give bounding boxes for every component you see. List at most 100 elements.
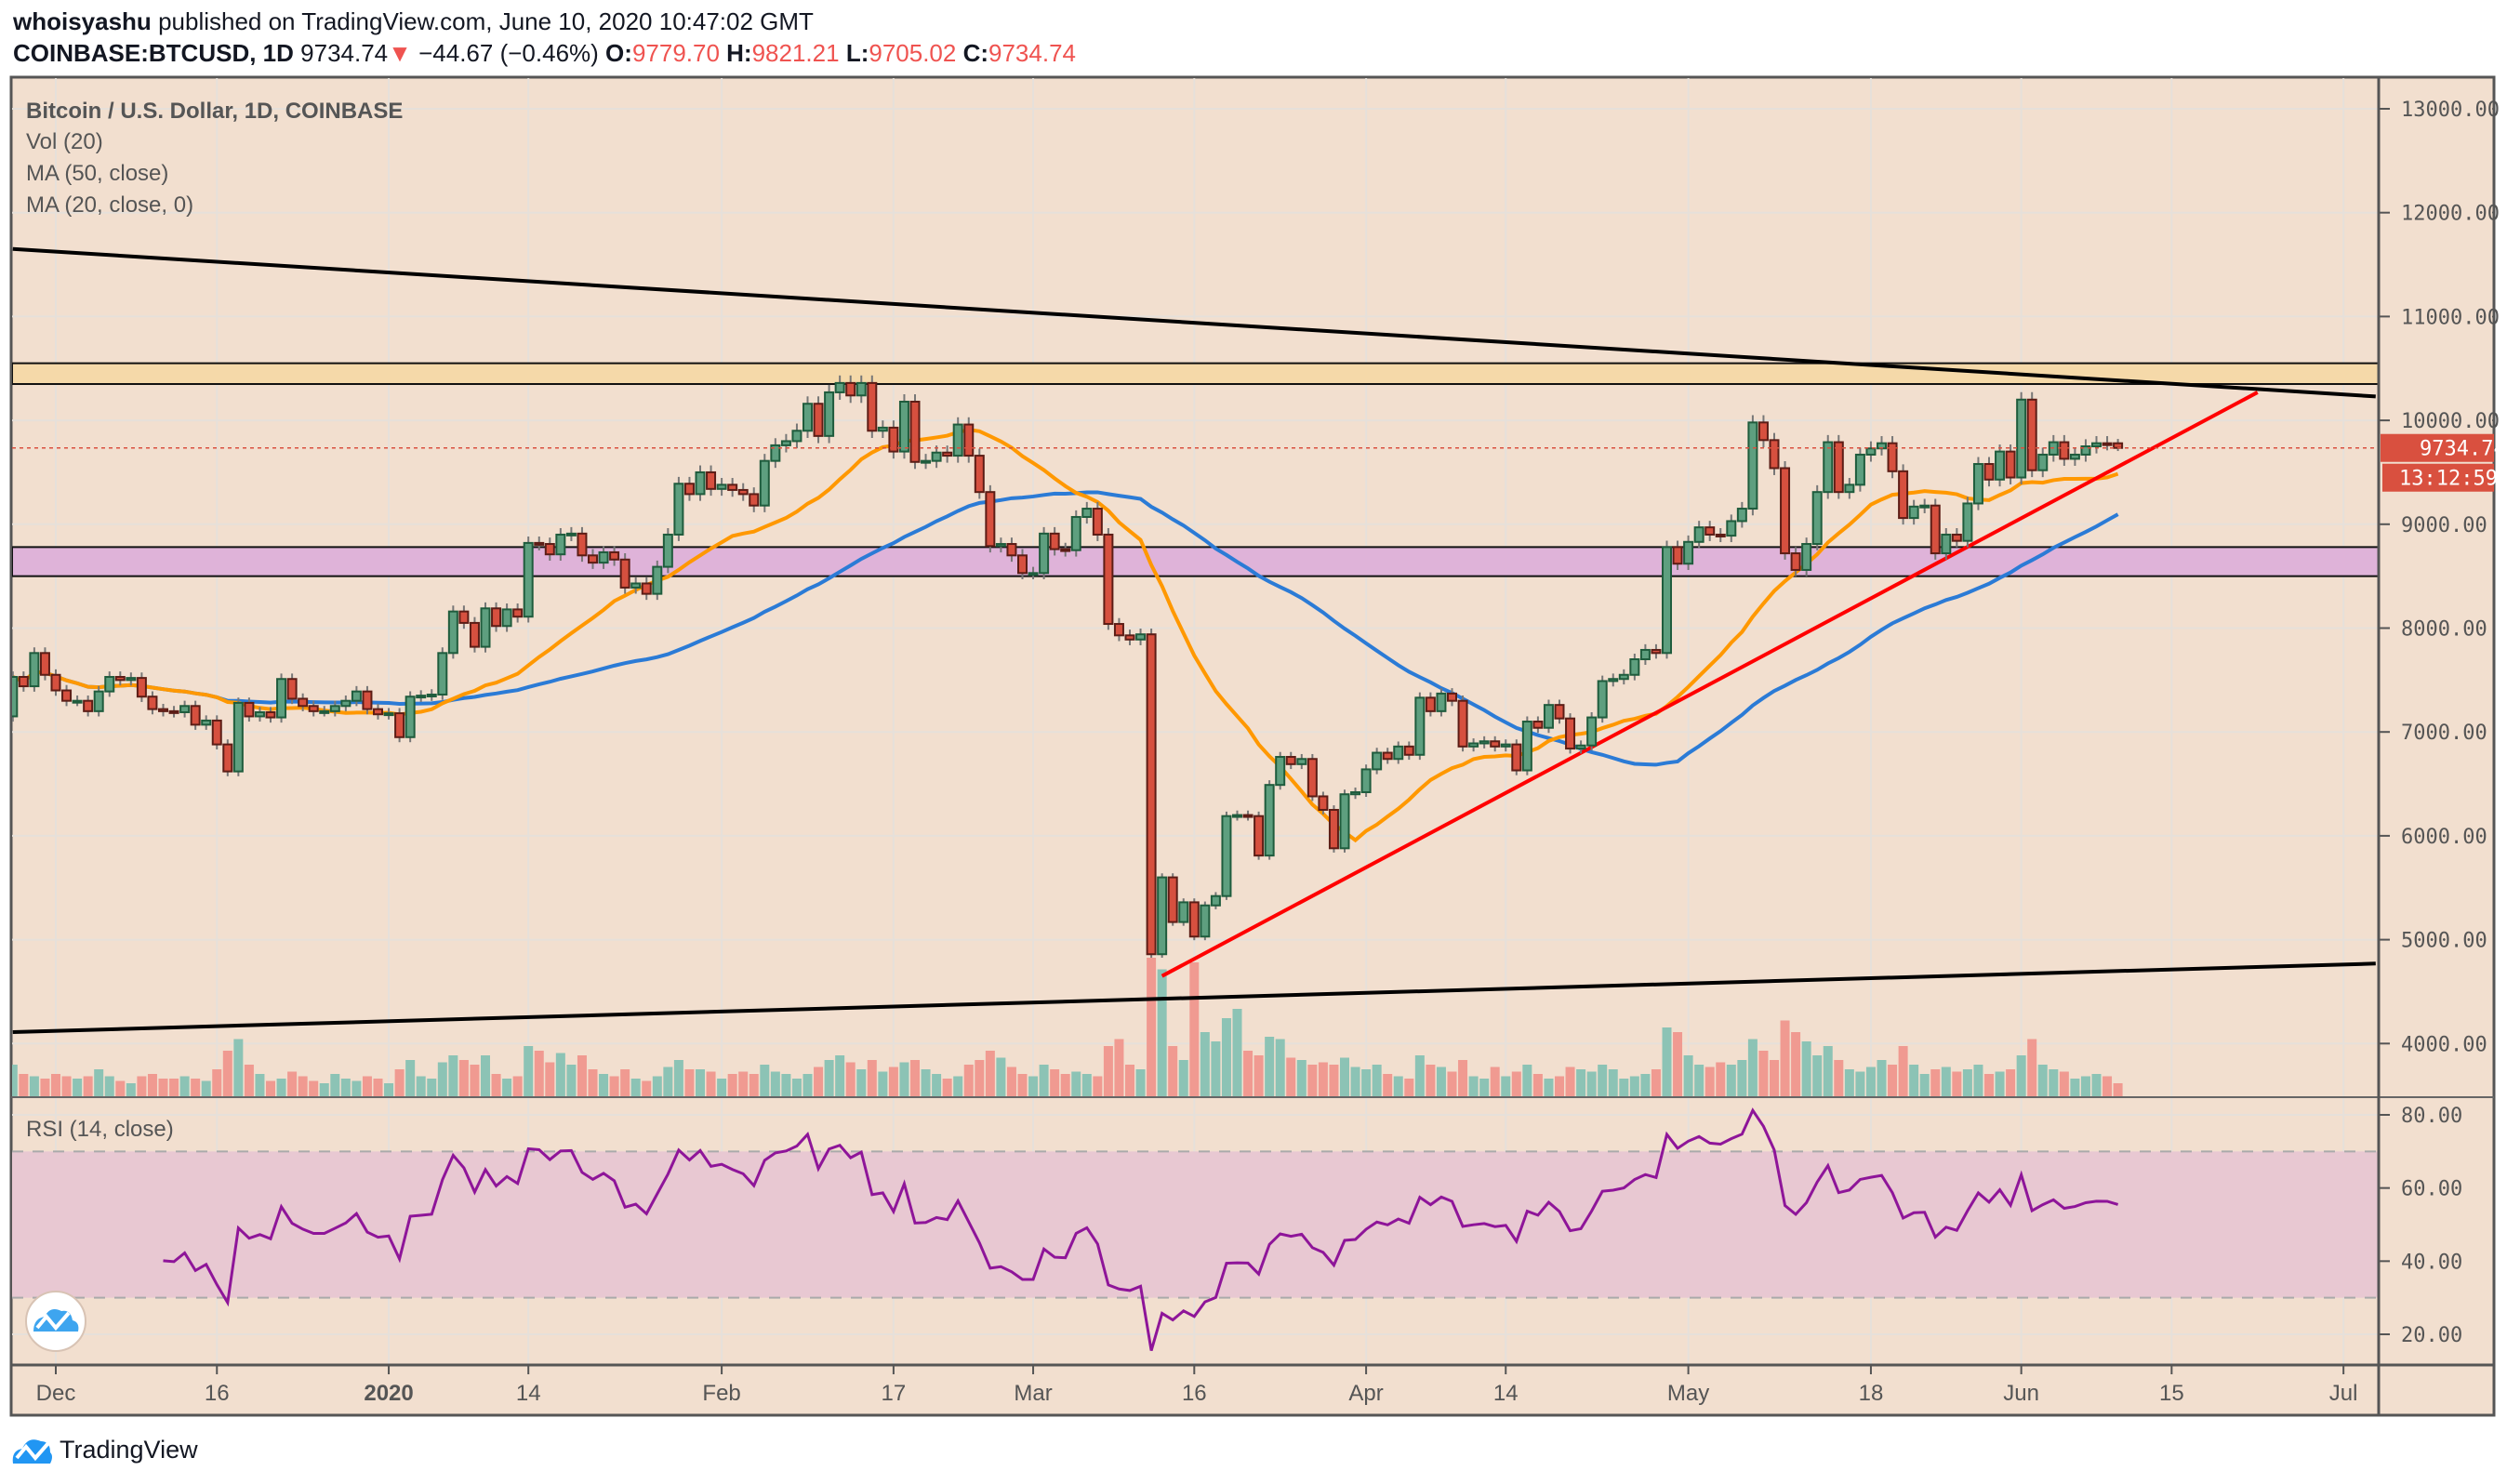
rsi-legend[interactable]: RSI (14, close) bbox=[26, 1117, 174, 1142]
candle-body bbox=[1854, 453, 1865, 486]
volume-bar bbox=[255, 1074, 265, 1097]
volume-bar bbox=[1511, 1071, 1521, 1097]
candle-body bbox=[426, 693, 437, 697]
candle bbox=[662, 528, 673, 574]
time-tick-label: 14 bbox=[516, 1381, 541, 1406]
ma50-legend[interactable]: MA (50, close) bbox=[26, 161, 169, 186]
candle bbox=[1328, 805, 1339, 853]
tradingview-watermark-button[interactable] bbox=[25, 1291, 86, 1352]
candle bbox=[888, 420, 899, 459]
author-name[interactable]: whoisyashu bbox=[13, 7, 152, 35]
candle-body bbox=[265, 710, 276, 719]
volume-bar bbox=[1973, 1065, 1983, 1097]
candle bbox=[974, 448, 985, 499]
candle-body bbox=[952, 423, 963, 457]
candle bbox=[1103, 528, 1114, 630]
candle bbox=[2080, 439, 2091, 462]
candle bbox=[1039, 526, 1050, 579]
candle-body bbox=[2102, 442, 2113, 446]
volume-bar bbox=[1770, 1060, 1779, 1097]
candle bbox=[1006, 537, 1017, 563]
candle bbox=[565, 526, 577, 541]
tradingview-cloud-icon bbox=[12, 1439, 52, 1464]
candle bbox=[480, 602, 491, 653]
candle bbox=[995, 537, 1006, 553]
tradingview-logo[interactable]: TradingView bbox=[11, 1434, 198, 1465]
candles bbox=[12, 375, 2124, 959]
candle bbox=[1715, 528, 1726, 543]
candle-body bbox=[501, 608, 512, 628]
candle-body bbox=[254, 710, 265, 718]
candle-body bbox=[1221, 815, 1232, 897]
candle-body bbox=[1264, 784, 1275, 857]
time-tick-label: 14 bbox=[1493, 1381, 1519, 1406]
candle-body bbox=[480, 607, 491, 648]
published-text: published on TradingView.com, June 10, 2… bbox=[158, 7, 814, 35]
candle bbox=[523, 537, 534, 623]
volume-bar bbox=[577, 1055, 587, 1097]
brand-name: TradingView bbox=[60, 1435, 198, 1464]
candle-body bbox=[1726, 520, 1737, 537]
candle bbox=[1543, 699, 1554, 734]
candle bbox=[598, 546, 609, 569]
candle-body bbox=[565, 532, 577, 537]
candle bbox=[1565, 713, 1576, 754]
volume-legend[interactable]: Vol (20) bbox=[26, 129, 103, 154]
candle-body bbox=[1618, 673, 1629, 681]
candle-body bbox=[394, 712, 405, 738]
candle-body bbox=[1823, 441, 1834, 494]
publish-info: whoisyashu published on TradingView.com,… bbox=[13, 7, 814, 36]
candle-body bbox=[1941, 533, 1952, 555]
volume-bar bbox=[373, 1079, 383, 1097]
candle-body bbox=[1995, 450, 2006, 481]
volume-bar bbox=[996, 1057, 1006, 1097]
candle-body bbox=[1242, 814, 1254, 818]
candle-body bbox=[1039, 532, 1050, 575]
candle-body bbox=[1447, 692, 1457, 702]
volume-bar bbox=[599, 1074, 609, 1097]
candle-body bbox=[1736, 508, 1747, 523]
ma20-legend[interactable]: MA (20, close, 0) bbox=[26, 192, 194, 218]
volume-bar bbox=[416, 1076, 426, 1097]
ascending-support-line bbox=[12, 961, 2376, 1035]
volume-bar bbox=[1157, 969, 1167, 1097]
candle bbox=[1296, 753, 1307, 770]
volume-bar bbox=[1694, 1065, 1704, 1097]
volume-bar bbox=[1050, 1069, 1060, 1097]
candle bbox=[770, 438, 781, 469]
volume-bar bbox=[1544, 1079, 1554, 1097]
price-change: −44.67 (−0.46%) bbox=[418, 39, 599, 67]
candle bbox=[512, 603, 524, 623]
candle bbox=[1865, 441, 1877, 462]
time-tick-label: Feb bbox=[702, 1381, 740, 1406]
candle-body bbox=[244, 701, 255, 718]
candle-body bbox=[1575, 744, 1586, 750]
candle-body bbox=[845, 381, 856, 397]
candle bbox=[695, 465, 706, 501]
symbol-legend[interactable]: Bitcoin / U.S. Dollar, 1D, COINBASE bbox=[26, 99, 404, 124]
candle-body bbox=[1662, 546, 1672, 655]
candle-body bbox=[168, 709, 179, 714]
candle bbox=[29, 647, 40, 692]
candle bbox=[845, 375, 856, 404]
volume-bar bbox=[147, 1074, 157, 1097]
candle bbox=[1146, 628, 1157, 959]
time-tick-label: 18 bbox=[1859, 1381, 1884, 1406]
candle-body bbox=[1092, 508, 1103, 536]
price-tick-label: 6000.00 bbox=[2401, 826, 2487, 849]
candle-body bbox=[1639, 648, 1651, 661]
price-axis[interactable]: 13000.00 12000.00 11000.00 10000.00 9000.00 8… bbox=[2379, 99, 2500, 1347]
volume-bar bbox=[1329, 1065, 1339, 1097]
candle-body bbox=[555, 533, 566, 556]
volume-bar bbox=[770, 1071, 780, 1097]
candle bbox=[201, 715, 212, 730]
candle-body bbox=[2026, 398, 2037, 471]
candle bbox=[1919, 498, 1930, 513]
time-axis[interactable]: Dec 16 2020 14 Feb 17 Mar 16 Apr 14 May 18 Jun 15 Jul bbox=[36, 1365, 2358, 1406]
candle-body bbox=[1318, 795, 1329, 811]
candle-body bbox=[179, 705, 191, 713]
candle bbox=[824, 384, 835, 444]
volume-bar bbox=[1629, 1076, 1639, 1097]
volume-bar bbox=[1586, 1071, 1597, 1097]
